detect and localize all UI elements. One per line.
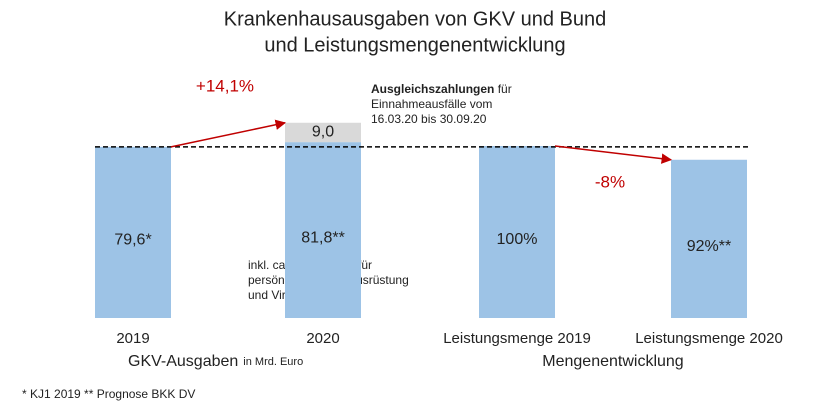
- value-label: 100%: [497, 231, 538, 248]
- title: und Leistungsmengenentwicklung: [264, 34, 565, 56]
- change-label: +14,1%: [196, 76, 254, 95]
- change-label: -8%: [595, 172, 625, 191]
- bar: [479, 146, 555, 318]
- annotation: Ausgleichszahlungen für: [371, 82, 512, 96]
- value-label: 79,6*: [114, 232, 151, 249]
- bar: [285, 122, 361, 143]
- x-tick-label: 2020: [306, 330, 339, 347]
- group-label: Mengenentwicklung: [542, 353, 683, 370]
- x-tick-label: 2019: [116, 330, 149, 347]
- annotation: Einnahmeausfälle vom: [371, 97, 492, 111]
- arrow: [170, 119, 287, 148]
- bar: [95, 146, 171, 318]
- arrow: [554, 145, 673, 164]
- value-label: 81,8**: [301, 229, 345, 246]
- bar: [285, 142, 361, 318]
- value-label: 92%**: [687, 238, 731, 255]
- title: Krankenhausausgaben von GKV und Bund: [224, 8, 607, 30]
- value-label: 9,0: [312, 124, 334, 141]
- x-tick-label: Leistungsmenge 2020: [635, 330, 783, 347]
- bar: [671, 159, 747, 318]
- footnote: * KJ1 2019 ** Prognose BKK DV: [22, 387, 195, 401]
- group-label: GKV-Ausgaben in Mrd. Euro: [128, 353, 303, 370]
- x-tick-label: Leistungsmenge 2019: [443, 330, 591, 347]
- annotation: 16.03.20 bis 30.09.20: [371, 112, 487, 126]
